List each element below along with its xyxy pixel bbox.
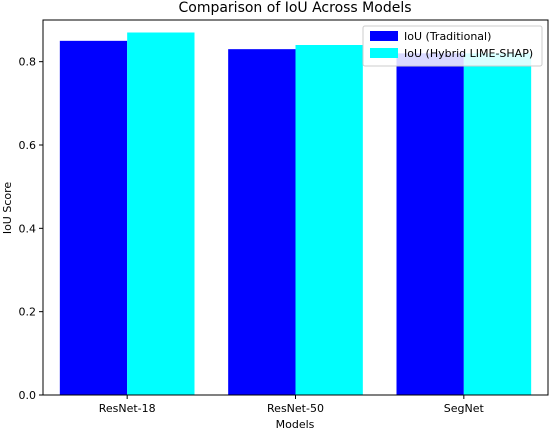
y-tick-label: 0.2 (19, 306, 37, 319)
bar-resnet-50-series-0 (228, 49, 296, 396)
legend-label-traditional: IoU (Traditional) (404, 30, 491, 43)
bar-resnet-50-series-1 (295, 45, 363, 395)
chart-title: Comparison of IoU Across Models (178, 0, 411, 16)
bar-resnet-18-series-1 (127, 32, 195, 395)
x-tick-label: SegNet (444, 402, 485, 415)
legend-swatch-hybrid (370, 48, 398, 58)
y-tick-label: 0.8 (19, 56, 37, 69)
x-axis-label: Models (276, 418, 315, 431)
bar-resnet-18-series-0 (59, 40, 128, 395)
legend: IoU (Traditional) IoU (Hybrid LIME-SHAP) (362, 25, 543, 67)
bar-segnet-series-0 (396, 53, 464, 395)
legend-label-hybrid: IoU (Hybrid LIME-SHAP) (404, 47, 533, 60)
bars-group (59, 32, 532, 396)
legend-swatch-traditional (370, 31, 398, 41)
bar-segnet-series-1 (463, 53, 532, 395)
x-tick-label: ResNet-50 (267, 402, 324, 415)
x-axis: ResNet-18 ResNet-50 SegNet (99, 395, 485, 415)
legend-box (362, 25, 543, 67)
y-axis-label: IoU Score (1, 182, 14, 235)
y-axis: 0.0 0.2 0.4 0.6 0.8 (19, 56, 43, 402)
y-tick-label: 0.6 (19, 139, 37, 152)
y-tick-label: 0.4 (19, 222, 37, 235)
x-tick-label: ResNet-18 (99, 402, 156, 415)
y-tick-label: 0.0 (19, 389, 37, 402)
